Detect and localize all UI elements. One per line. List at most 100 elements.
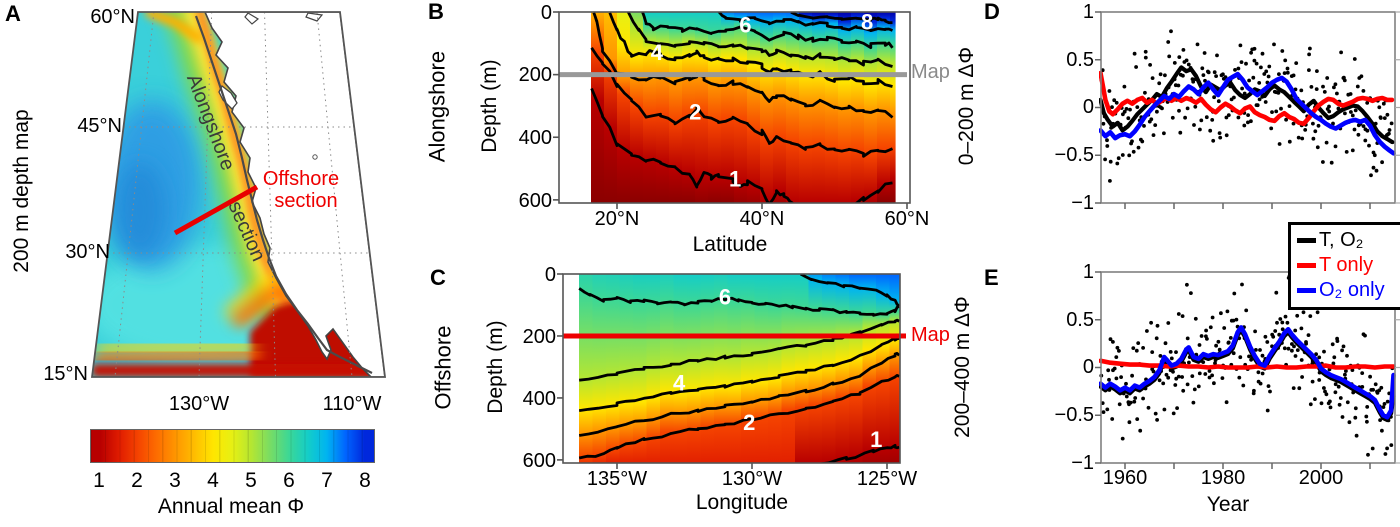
contour-line-C-6 [578, 287, 900, 317]
offshore-section-line [173, 184, 259, 236]
panel-letter-d: D [984, 0, 1000, 24]
legend-label-o2-only: O₂ only [1319, 279, 1385, 301]
panel-letter-c: C [430, 265, 446, 290]
contour-label-C-2: 2 [743, 410, 755, 435]
panel-b-ylabel: Depth (m) [477, 59, 501, 153]
offshore-section-label-2: section [274, 190, 338, 212]
colorbar-tick-7: 7 [321, 469, 333, 492]
contour-line-C-4 [579, 336, 900, 412]
panel-e-ytick-m1: −1 [1071, 452, 1094, 474]
contour-line-C-7 [799, 274, 900, 308]
contour-line-B-2 [590, 47, 894, 158]
legend-label-t-o2: T, O₂ [1319, 229, 1364, 251]
panel-c-xtick-125w: 125°W [856, 468, 918, 490]
panel-b-xtick-60n: 60°N [884, 208, 930, 230]
lat-tick-15n: 15°N [43, 363, 88, 385]
legend-label-t-only: T only [1319, 254, 1374, 276]
map-frame [90, 11, 387, 378]
panel-d-ylabel: 0–200 m ΔΦ [954, 46, 978, 166]
panel-c-xtick-135w: 135°W [586, 468, 648, 490]
lat-tick-30n: 30°N [65, 241, 110, 263]
colorbar-tick-1: 1 [93, 469, 105, 492]
lon-tick-130w: 130°W [168, 393, 230, 415]
panel-b-ytick-200: 200 [518, 64, 552, 86]
colorbar-tick-3: 3 [169, 469, 181, 492]
series-line-D-blue [1099, 71, 1396, 156]
panel-A-map [90, 11, 387, 378]
panel-d-ytick-0: 0 [1082, 96, 1094, 118]
panel-letter-b: B [428, 0, 444, 24]
colorbar-tick-6: 6 [283, 469, 295, 492]
contour-label-B-8: 8 [861, 9, 873, 34]
map-island [305, 12, 324, 22]
contour-line-B-5 [626, 12, 893, 68]
panel-c-ytick-0: 0 [544, 264, 556, 286]
panel-c-ytick-600: 600 [522, 450, 556, 472]
panel-d-ytick-1: 1 [1082, 1, 1094, 23]
contour-line-C-2 [578, 374, 900, 460]
legend-swatch-blue [1297, 288, 1316, 294]
panel-c-ytick-400: 400 [522, 388, 556, 410]
panel-e-xtick-1960: 1960 [1102, 467, 1148, 489]
panel-c-map-line-label: Map [911, 324, 950, 346]
contour-label-B-2: 2 [689, 100, 701, 125]
panel-B-plot: 1 2 4 6 8 [553, 9, 911, 209]
panel-d-ytick-05: 0.5 [1066, 49, 1094, 71]
colorbar-tick-4: 4 [207, 469, 219, 492]
legend-entry-o2-only: O₂ only [1297, 278, 1400, 303]
panel-e-xtick-1980: 1980 [1200, 467, 1246, 489]
lat-tick-60n: 60°N [90, 6, 135, 28]
panel-letter-e: E [984, 265, 999, 290]
axes-frame-B [558, 11, 911, 204]
panel-b-ytick-600: 600 [518, 190, 552, 212]
series-line-E-red [1099, 358, 1396, 370]
map-graticule [107, 12, 370, 377]
contour-label-B-6: 6 [739, 13, 751, 38]
panel-E-plot [1095, 271, 1400, 469]
colorbar-tick-8: 8 [359, 469, 371, 492]
panel-e-xtick-2000: 2000 [1298, 467, 1344, 489]
colorbar-label: Annual mean Φ [157, 495, 305, 518]
contour-line-C-5 [579, 318, 900, 382]
panel-b-section-label: Alongshore [424, 50, 450, 163]
legend-entry-t-o2: T, O₂ [1297, 228, 1400, 253]
panel-d-ytick-m1: −1 [1071, 192, 1094, 214]
panel-b-xtick-20n: 20°N [594, 208, 640, 230]
panel-d-ytick-m05: −0.5 [1054, 144, 1094, 166]
axes-frame-C [562, 273, 901, 464]
legend: T, O₂ T only O₂ only [1288, 222, 1400, 310]
colorbar-tick-5: 5 [245, 469, 257, 492]
panel-c-xlabel: Longitude [695, 491, 789, 514]
lat-tick-45n: 45°N [77, 115, 122, 137]
contour-label-C-6: 6 [719, 284, 731, 309]
panel-e-ytick-1: 1 [1082, 261, 1094, 283]
contour-line-B-6 [641, 12, 894, 50]
contour-line-C-1 [818, 443, 900, 463]
legend-entry-t-only: T only [1297, 253, 1400, 278]
panel-b-xlabel: Latitude [692, 233, 768, 256]
panel-letter-a: A [5, 1, 21, 26]
contour-line-C-3 [578, 352, 900, 437]
map-land [203, 12, 385, 377]
panel-e-ytick-m05: −0.5 [1054, 404, 1094, 426]
series-line-E-blue [1099, 325, 1396, 420]
series-line-D-red [1099, 70, 1395, 126]
panel-b-map-line-label: Map [911, 61, 950, 83]
panel-b-ytick-0: 0 [540, 2, 552, 24]
map-ocean-field [92, 12, 385, 377]
contour-label-B-4: 4 [651, 40, 664, 65]
contour-label-B-1: 1 [729, 166, 741, 191]
panel-e-xlabel: Year [1206, 493, 1250, 516]
offshore-section-label-1: Offshore [262, 168, 340, 190]
legend-swatch-red [1297, 263, 1316, 269]
panel-c-section-label: Offshore [430, 325, 456, 410]
alongshore-section-line [194, 15, 373, 374]
contour-line-B-7 [717, 12, 894, 32]
panel-c-ylabel: Depth (m) [483, 320, 507, 414]
panel-e-ytick-0: 0 [1082, 356, 1094, 378]
colorbar-tick-2: 2 [131, 469, 143, 492]
panel-b-ytick-400: 400 [518, 127, 552, 149]
panel-e-ytick-05: 0.5 [1066, 309, 1094, 331]
